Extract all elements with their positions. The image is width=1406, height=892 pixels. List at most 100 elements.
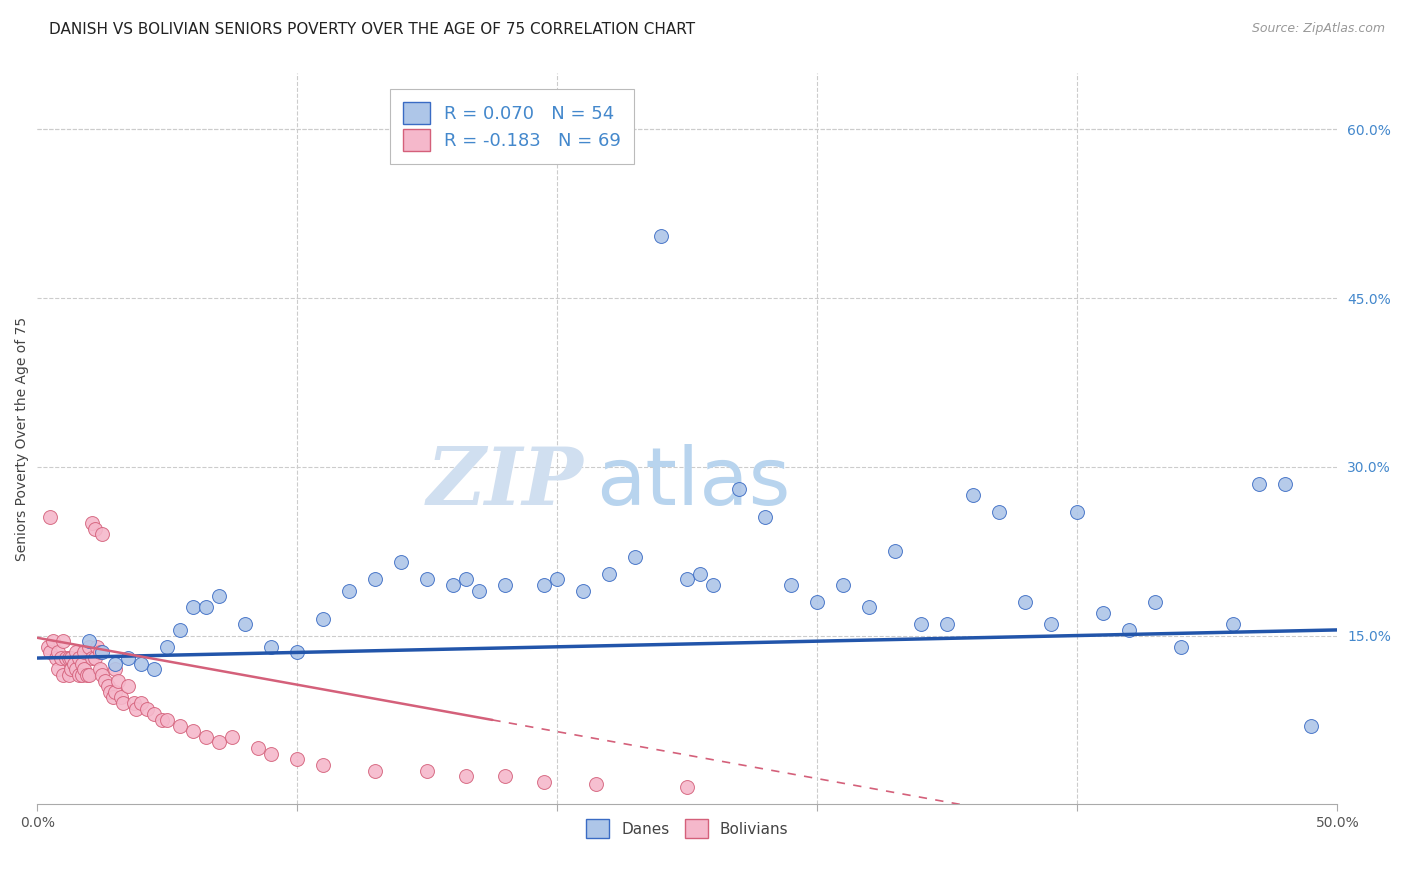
Point (67, 651, 90, 665)
Point (49, 651, 72, 665)
Point (117, 651, 139, 665)
Point (65, 645, 87, 659)
Point (884, 544, 907, 558)
Point (79, 668, 101, 682)
Point (39, 510, 62, 524)
Point (143, 707, 166, 722)
Point (1066, 505, 1088, 519)
Point (806, 595, 828, 609)
Point (46, 645, 69, 659)
Y-axis label: Seniors Poverty Over the Age of 75: Seniors Poverty Over the Age of 75 (15, 317, 30, 561)
Point (195, 600, 218, 615)
Point (70, 668, 93, 682)
Point (183, 724, 205, 739)
Point (533, 578, 555, 592)
Point (131, 696, 153, 710)
Point (91, 527, 114, 541)
Point (101, 690, 124, 705)
Point (337, 583, 360, 598)
Point (208, 735, 231, 749)
Point (650, 229, 672, 244)
Point (58, 668, 80, 682)
Point (441, 578, 464, 592)
Point (416, 764, 439, 778)
Point (389, 556, 412, 570)
Point (962, 488, 984, 502)
Point (143, 662, 166, 676)
Point (80, 516, 103, 530)
Point (91, 668, 114, 682)
Point (624, 549, 647, 564)
Point (468, 583, 491, 598)
Point (104, 657, 127, 671)
Text: ZIP: ZIP (426, 444, 583, 521)
Point (104, 685, 127, 699)
Point (676, 780, 699, 795)
Point (233, 617, 256, 632)
Point (60, 651, 83, 665)
Point (183, 600, 205, 615)
Point (98, 685, 121, 699)
Point (1170, 640, 1192, 654)
Point (1249, 476, 1271, 491)
Point (247, 741, 270, 756)
Point (83, 522, 105, 536)
Point (1222, 617, 1244, 632)
Point (689, 566, 711, 581)
Point (169, 718, 191, 732)
Text: atlas: atlas (596, 443, 790, 522)
Point (1144, 595, 1167, 609)
Text: Source: ZipAtlas.com: Source: ZipAtlas.com (1251, 22, 1385, 36)
Point (1040, 617, 1063, 632)
Point (858, 600, 880, 615)
Point (572, 583, 595, 598)
Point (44, 651, 66, 665)
Point (456, 769, 478, 783)
Point (364, 572, 387, 586)
Point (52, 668, 75, 682)
Point (312, 612, 335, 626)
Point (936, 617, 959, 632)
Point (135, 701, 157, 715)
Point (79, 640, 101, 654)
Point (60, 662, 83, 676)
Point (1274, 476, 1296, 491)
Point (702, 578, 724, 592)
Point (89, 645, 111, 659)
Point (89, 662, 111, 676)
Point (79, 634, 101, 648)
Point (546, 572, 568, 586)
Point (37, 640, 59, 654)
Point (76, 668, 98, 682)
Point (42, 634, 65, 648)
Point (260, 640, 283, 654)
Text: DANISH VS BOLIVIAN SENIORS POVERTY OVER THE AGE OF 75 CORRELATION CHART: DANISH VS BOLIVIAN SENIORS POVERTY OVER … (49, 22, 696, 37)
Point (83, 651, 105, 665)
Point (96, 679, 118, 693)
Point (67, 668, 90, 682)
Point (169, 623, 191, 637)
Legend: Danes, Bolivians: Danes, Bolivians (581, 814, 794, 844)
Point (676, 572, 699, 586)
Point (728, 483, 751, 497)
Point (107, 673, 129, 688)
Point (1301, 718, 1323, 732)
Point (131, 657, 153, 671)
Point (494, 578, 516, 592)
Point (46, 662, 69, 676)
Point (195, 730, 218, 744)
Point (364, 764, 387, 778)
Point (285, 752, 308, 766)
Point (988, 505, 1011, 519)
Point (832, 578, 855, 592)
Point (110, 690, 132, 705)
Point (533, 774, 555, 789)
Point (910, 617, 932, 632)
Point (780, 578, 803, 592)
Point (1118, 623, 1140, 637)
Point (156, 640, 179, 654)
Point (86, 640, 108, 654)
Point (122, 696, 145, 710)
Point (754, 510, 776, 524)
Point (73, 662, 96, 676)
